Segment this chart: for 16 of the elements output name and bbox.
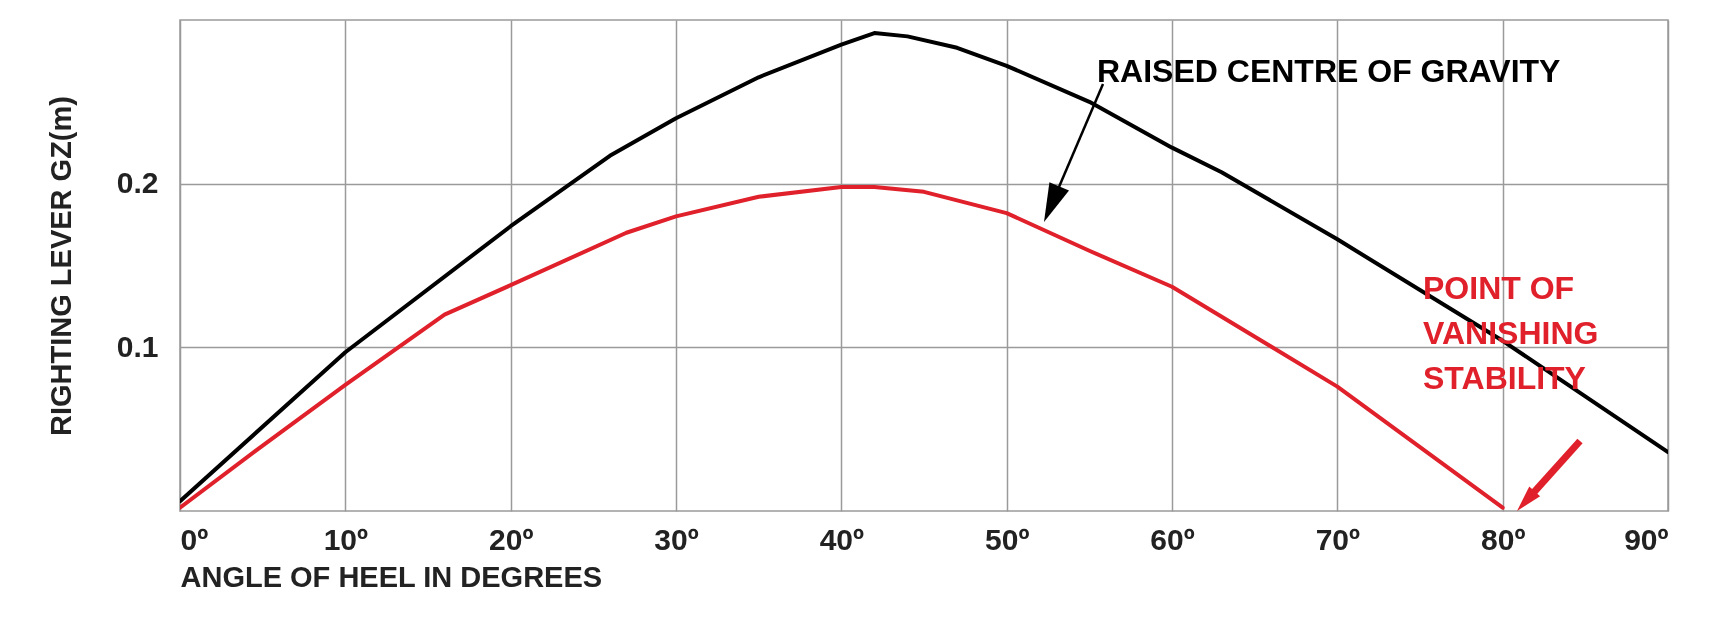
- x-tick-label: 50º: [985, 522, 1030, 556]
- y-tick-label: 0.1: [116, 329, 159, 363]
- y-tick-label: 0.2: [116, 166, 159, 200]
- line-series: [180, 31, 1668, 504]
- x-tick-label: 90º: [1624, 522, 1669, 556]
- x-tick-label: 0º: [180, 522, 209, 556]
- x-tick-label: 70º: [1315, 522, 1361, 556]
- x-tick-label: 10º: [323, 522, 369, 556]
- annotation: RAISED CENTRE OF GRAVITY: [1097, 53, 1561, 89]
- x-tick-label: 30º: [654, 522, 699, 556]
- x-tick-label: 40º: [819, 522, 865, 556]
- x-tick-label: 20º: [489, 522, 534, 556]
- x-tick-label: 80º: [1481, 522, 1526, 556]
- x-tick-label: 60º: [1150, 522, 1195, 556]
- x-axis-title: ANGLE OF HEEL IN DEGREES: [180, 560, 603, 593]
- y-axis-title: RIGHTING LEVER GZ(m): [44, 96, 77, 436]
